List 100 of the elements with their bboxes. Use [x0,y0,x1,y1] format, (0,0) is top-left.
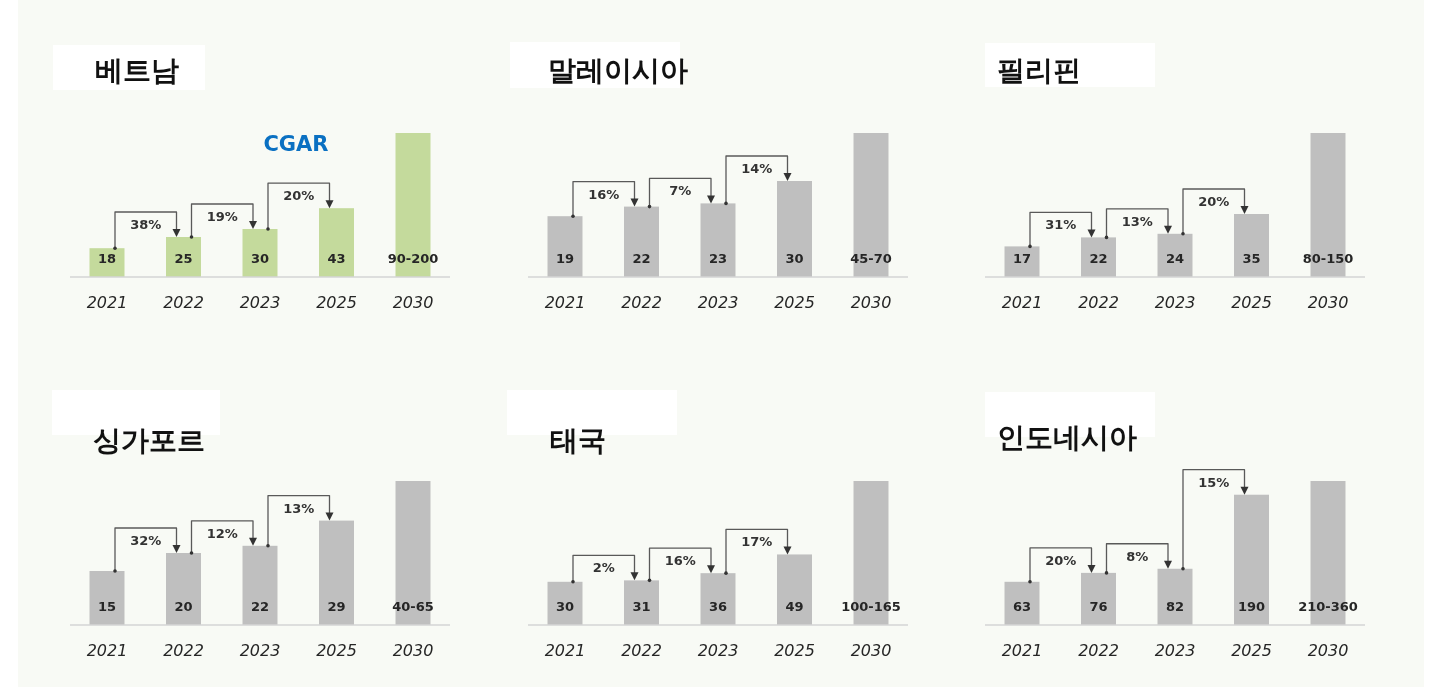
data-label: 36 [708,599,728,614]
data-label: 82 [1165,599,1185,614]
annotation: 15% [1198,474,1230,490]
bar [1234,214,1269,277]
data-label: 19 [555,251,575,266]
data-label: 49 [785,599,804,614]
x-tick-label: 2025 [1231,641,1272,660]
x-tick-label: 2022 [1078,641,1119,660]
data-label: 31 [632,599,651,614]
x-tick-label: 2030 [850,293,892,312]
bar [319,520,354,625]
x-tick-label: 2025 [316,293,357,312]
bar [242,229,278,277]
bar [166,553,201,625]
x-tick-label: 2021 [544,641,586,660]
bar [1081,572,1116,625]
data-label: 90-200 [387,251,439,266]
annotation: 20% [1045,552,1077,568]
bar [319,208,354,277]
chart-title: 필리핀 [997,54,1081,87]
x-tick-label: 2021 [1001,641,1043,660]
x-tick-label: 2022 [621,641,662,660]
x-tick-label: 2023 [239,641,281,660]
chart-title: 베트남 [95,54,179,87]
x-tick-label: 2021 [86,293,128,312]
annotation: 20% [283,188,315,204]
bar [1081,237,1116,277]
bar [1157,568,1193,625]
bar [777,554,812,625]
annotation: 31% [1045,217,1077,233]
bar [242,545,278,625]
x-tick-label: 2030 [392,293,434,312]
annotation: 38% [130,217,162,232]
x-tick-label: 2025 [316,641,357,660]
data-label: 20 [174,599,193,614]
annotation: 13% [283,500,315,516]
x-tick-label: 2021 [1001,293,1043,312]
bar [777,181,812,277]
data-label: 100-165 [841,599,901,614]
data-label: 63 [1012,599,1032,614]
x-tick-label: 2022 [1078,293,1119,312]
x-tick-label: 2023 [697,293,739,312]
data-label: 190 [1237,599,1266,614]
chart-title: 태국 [550,424,606,457]
data-label: 15 [97,599,117,614]
chart-subtitle: CGAR [263,132,329,156]
annotation: 20% [1198,194,1230,209]
x-tick-label: 2022 [621,293,662,312]
data-label: 210-360 [1298,599,1358,614]
data-label: 76 [1089,599,1108,614]
chart-title: 싱가포르 [93,424,205,457]
data-label: 24 [1165,251,1185,266]
data-label: 30 [555,599,575,614]
x-tick-label: 2030 [850,641,892,660]
data-label: 22 [1089,251,1108,266]
data-label: 30 [785,251,804,266]
data-label: 25 [174,251,193,266]
data-label: 18 [97,251,117,266]
annotation: 16% [664,553,696,569]
bar [624,580,659,625]
x-tick-label: 2025 [1231,293,1272,312]
annotation: 7% [669,183,692,199]
annotation: 16% [588,186,620,202]
bar [1157,233,1193,277]
x-tick-label: 2022 [163,293,204,312]
chart-title: 인도네시아 [997,421,1137,454]
x-tick-label: 2025 [774,293,815,312]
x-tick-label: 2022 [163,641,204,660]
x-tick-label: 2030 [1307,293,1349,312]
chart-title: 말레이시아 [548,54,688,87]
annotation: 32% [130,533,162,548]
data-label: 22 [632,251,651,266]
data-label: 45-70 [850,251,892,266]
bar [624,206,659,277]
annotation: 12% [206,525,238,541]
x-tick-label: 2030 [1307,641,1349,660]
x-tick-label: 2030 [392,641,434,660]
annotation: 19% [206,209,238,224]
bar [700,203,736,277]
x-tick-label: 2025 [774,641,815,660]
data-label: 40-65 [392,599,434,614]
bar [1234,494,1269,625]
x-tick-label: 2023 [697,641,739,660]
data-label: 30 [250,251,270,266]
data-label: 80-150 [1302,251,1354,266]
x-tick-label: 2023 [239,293,281,312]
annotation: 14% [741,161,773,176]
annotation: 17% [741,534,773,550]
x-tick-label: 2021 [544,293,586,312]
data-label: 22 [250,599,270,614]
annotation: 13% [1121,213,1153,229]
data-label: 23 [708,251,728,266]
x-tick-label: 2021 [86,641,128,660]
data-label: 43 [327,251,346,266]
bar [89,571,125,625]
annotation: 2% [592,560,615,576]
x-tick-label: 2023 [1154,641,1196,660]
bar [700,573,736,625]
bar [547,216,583,277]
data-label: 17 [1012,251,1032,266]
